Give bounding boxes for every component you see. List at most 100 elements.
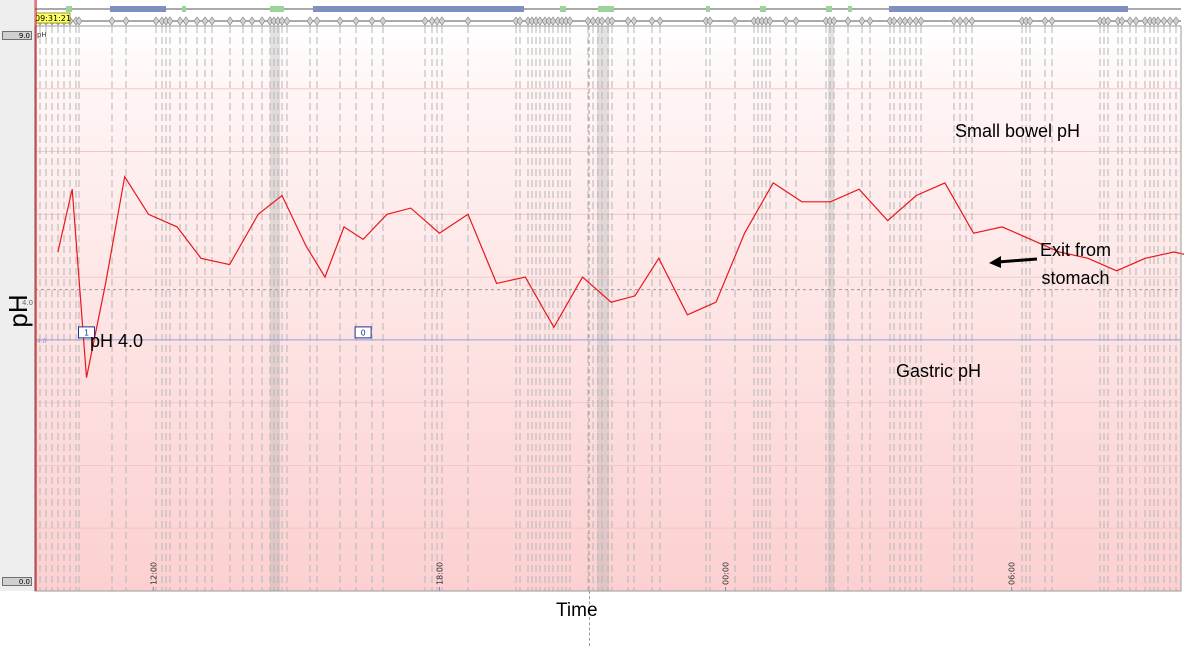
event-diamond [283,16,291,26]
start-time-label: 09:31:21 [35,14,71,23]
event-diamond [306,16,314,26]
meal-period-bar [110,6,166,12]
gastric-label: Gastric pH [896,361,982,381]
supine-period-bar [560,6,566,12]
event-diamond [516,16,524,26]
event-diamond [866,16,874,26]
x-tick-label: 00:00 [722,562,731,585]
event-diamond [108,16,116,26]
event-diamond [368,16,376,26]
meal-period-bar [313,6,524,12]
supine-period-bar [270,6,284,12]
x-tick-label: 18:00 [435,562,444,585]
y-max-label: 9.0 [2,31,32,40]
supine-period-bar [598,6,614,12]
y-mid-label: 4.0 [22,299,33,307]
event-diamond [464,16,472,26]
event-diamond [421,16,429,26]
event-diamond [176,16,184,26]
event-diamond [766,16,774,26]
event-diamond [858,16,866,26]
y-marker-label: 4.0 [37,338,47,345]
event-marker-box [78,326,96,339]
event-diamond [906,16,914,26]
supine-period-bar [182,6,186,12]
exit-stomach-label: Exit from stomach [1040,240,1112,288]
event-diamond [278,16,286,26]
event-diamond [956,16,964,26]
event-diamond [549,16,557,26]
event-diamond [589,16,597,26]
meal-period-bar [889,6,1128,12]
x-axis-title: Time [556,600,598,621]
event-band-wide [270,26,280,591]
event-diamond [656,16,664,26]
event-diamond [248,16,256,26]
event-diamond [1166,16,1174,26]
event-marker-label: 0 [361,328,366,337]
event-diamond [313,16,321,26]
supine-period-bar [826,6,832,12]
event-diamond [962,16,970,26]
event-diamond [792,16,800,26]
event-diamond [226,16,234,26]
event-diamond [433,16,441,26]
event-diamond [352,16,360,26]
event-diamond [782,16,790,26]
event-diamond [901,16,909,26]
event-diamond [890,16,898,26]
event-diamond [1118,16,1126,26]
exit-arrow-shaft [997,257,1038,264]
event-diamond [584,16,592,26]
event-diamond [122,16,130,26]
event-diamond [917,16,925,26]
supine-period-bar [848,6,852,12]
x-tick-label: 06:00 [1008,562,1017,585]
y-min-label: 0.0 [2,577,32,586]
event-diamond [1104,16,1112,26]
supine-period-bar [66,6,72,12]
event-diamond [239,16,247,26]
event-diamond [536,16,544,26]
event-diamond [201,16,209,26]
event-diamond [830,16,838,26]
event-diamond [438,16,446,26]
event-band-wide [597,26,609,591]
event-diamond [1126,16,1134,26]
event-diamond [379,16,387,26]
event-diamond [1160,16,1168,26]
event-diamond [598,16,606,26]
event-diamond [428,16,436,26]
supine-period-bar [706,6,710,12]
event-diamond [624,16,632,26]
event-diamond [1154,16,1162,26]
supine-period-bar [760,6,766,12]
event-diamond [193,16,201,26]
event-diamond [1048,16,1056,26]
event-diamond [1041,16,1049,26]
event-diamond [1026,16,1034,26]
event-diamond [648,16,656,26]
event-diamond [166,16,174,26]
event-diamond [912,16,920,26]
event-diamond [844,16,852,26]
event-diamond [152,16,160,26]
event-marker-label: 1 [84,328,89,337]
small-bowel-label: Small bowel pH [955,121,1081,141]
event-diamond [706,16,714,26]
exit-arrow-head [989,256,1001,268]
x-tick-label: 12:00 [149,562,158,585]
plot-border [34,25,1182,592]
event-diamond [566,16,574,26]
event-diamond [630,16,638,26]
y-scale-panel: 9.0 0.0 pH [0,0,35,591]
event-diamond [950,16,958,26]
event-diamond [968,16,976,26]
event-diamond [258,16,266,26]
event-diamond [208,16,216,26]
event-diamond [336,16,344,26]
event-diamond [1141,16,1149,26]
event-diamond [731,16,739,26]
event-diamond [182,16,190,26]
